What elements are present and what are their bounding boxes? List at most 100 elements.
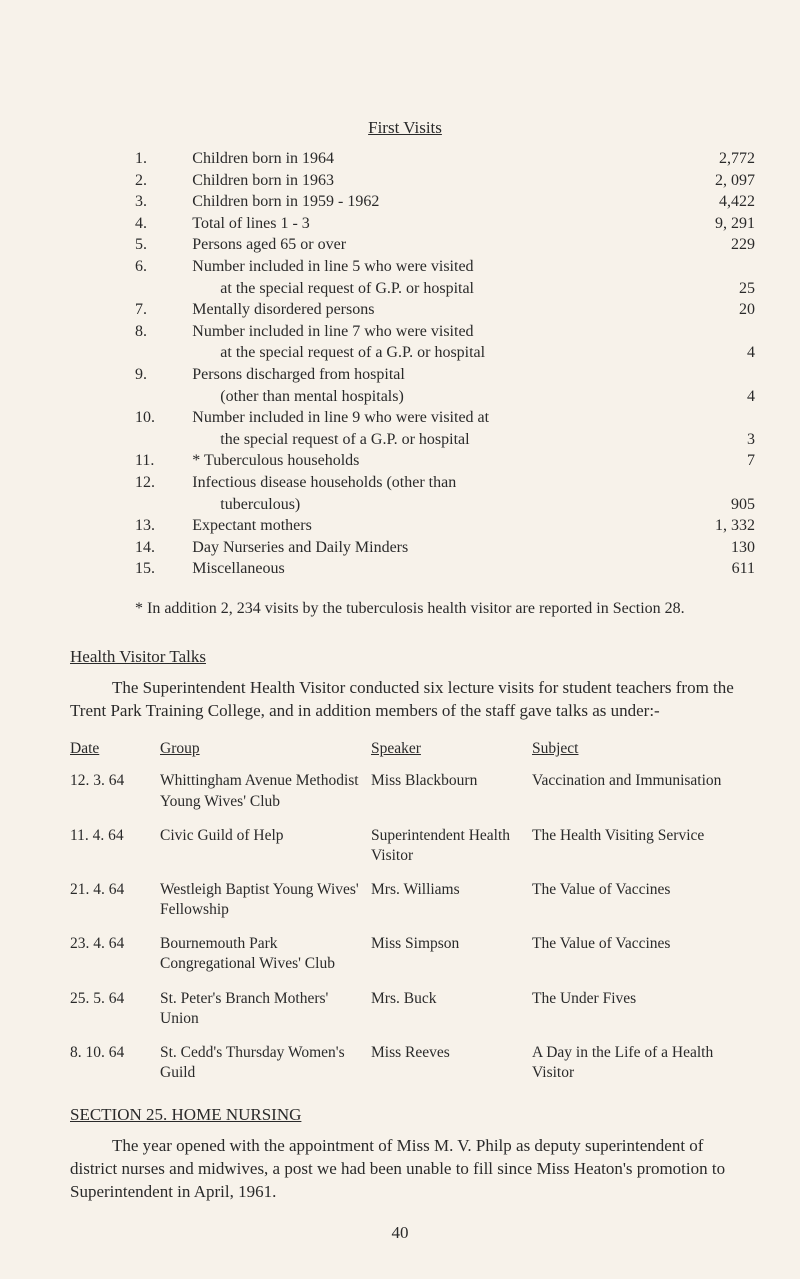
visits-row: 13.Expectant mothers1, 332 bbox=[135, 515, 755, 537]
visits-row-val: 4,422 bbox=[673, 191, 755, 213]
visits-row-desc: Infectious disease households (other tha… bbox=[192, 472, 673, 515]
talks-cell-group: Civic Guild of Help bbox=[160, 824, 371, 878]
visits-row: 1.Children born in 19642,772 bbox=[135, 148, 755, 170]
visits-row-desc: Expectant mothers bbox=[192, 515, 673, 537]
visits-row: 4.Total of lines 1 - 39, 291 bbox=[135, 213, 755, 235]
visits-row-num: 5. bbox=[135, 234, 192, 256]
talks-cell-subject: The Value of Vaccines bbox=[532, 878, 740, 932]
visits-row-num: 13. bbox=[135, 515, 192, 537]
visits-row: 9.Persons discharged from hospital(other… bbox=[135, 364, 755, 407]
section-25-heading: SECTION 25. HOME NURSING bbox=[70, 1105, 740, 1125]
talks-row: 21. 4. 64Westleigh Baptist Young Wives' … bbox=[70, 878, 740, 932]
visits-row-val: 130 bbox=[673, 537, 755, 559]
visits-row-val: 1, 332 bbox=[673, 515, 755, 537]
visits-row-desc: Children born in 1959 - 1962 bbox=[192, 191, 673, 213]
visits-row-desc: Day Nurseries and Daily Minders bbox=[192, 537, 673, 559]
talks-row: 12. 3. 64Whittingham Avenue Methodist Yo… bbox=[70, 769, 740, 823]
visits-row-num: 14. bbox=[135, 537, 192, 559]
visits-row-val: 3 bbox=[673, 407, 755, 450]
talks-cell-subject: The Health Visiting Service bbox=[532, 824, 740, 878]
visits-row-num: 8. bbox=[135, 321, 192, 364]
talks-cell-speaker: Miss Simpson bbox=[371, 932, 532, 986]
visits-row: 3.Children born in 1959 - 19624,422 bbox=[135, 191, 755, 213]
visits-row-val: 229 bbox=[673, 234, 755, 256]
visits-row: 5.Persons aged 65 or over229 bbox=[135, 234, 755, 256]
talks-cell-group: St. Peter's Branch Mothers' Union bbox=[160, 987, 371, 1041]
page-container: First Visits 1.Children born in 19642,77… bbox=[0, 0, 800, 1279]
visits-row: 7.Mentally disordered persons20 bbox=[135, 299, 755, 321]
visits-row-desc: Children born in 1963 bbox=[192, 170, 673, 192]
visits-row-val: 7 bbox=[673, 450, 755, 472]
visits-row-val: 4 bbox=[673, 321, 755, 364]
talks-row: 8. 10. 64St. Cedd's Thursday Women's Gui… bbox=[70, 1041, 740, 1095]
visits-row-val: 20 bbox=[673, 299, 755, 321]
visits-row: 2.Children born in 19632, 097 bbox=[135, 170, 755, 192]
visits-row-num: 9. bbox=[135, 364, 192, 407]
talks-table: Date Group Speaker Subject 12. 3. 64Whit… bbox=[70, 737, 740, 1095]
visits-row: 11.* Tuberculous households7 bbox=[135, 450, 755, 472]
visits-row-num: 2. bbox=[135, 170, 192, 192]
visits-row-num: 11. bbox=[135, 450, 192, 472]
visits-row-desc: Number included in line 5 who were visit… bbox=[192, 256, 673, 299]
visits-row-desc: Number included in line 9 who were visit… bbox=[192, 407, 673, 450]
visits-row-val: 9, 291 bbox=[673, 213, 755, 235]
visits-row-desc: * Tuberculous households bbox=[192, 450, 673, 472]
visits-row: 14.Day Nurseries and Daily Minders130 bbox=[135, 537, 755, 559]
talks-cell-date: 21. 4. 64 bbox=[70, 878, 160, 932]
visits-row-num: 10. bbox=[135, 407, 192, 450]
visits-row-num: 1. bbox=[135, 148, 192, 170]
talks-cell-date: 11. 4. 64 bbox=[70, 824, 160, 878]
visits-row-val: 2,772 bbox=[673, 148, 755, 170]
talks-cell-subject: A Day in the Life of a Health Visitor bbox=[532, 1041, 740, 1095]
visits-row-num: 12. bbox=[135, 472, 192, 515]
visits-row-num: 7. bbox=[135, 299, 192, 321]
visits-row-desc: Total of lines 1 - 3 bbox=[192, 213, 673, 235]
talks-row: 25. 5. 64St. Peter's Branch Mothers' Uni… bbox=[70, 987, 740, 1041]
talks-cell-speaker: Superintendent Health Visitor bbox=[371, 824, 532, 878]
visits-row-val: 2, 097 bbox=[673, 170, 755, 192]
visits-row-num: 15. bbox=[135, 558, 192, 580]
visits-row-desc: Persons discharged from hospital(other t… bbox=[192, 364, 673, 407]
visits-row-desc: Persons aged 65 or over bbox=[192, 234, 673, 256]
visits-row-num: 6. bbox=[135, 256, 192, 299]
talks-cell-date: 12. 3. 64 bbox=[70, 769, 160, 823]
visits-row-desc: Children born in 1964 bbox=[192, 148, 673, 170]
visits-row-num: 4. bbox=[135, 213, 192, 235]
visits-row-val: 25 bbox=[673, 256, 755, 299]
talks-cell-speaker: Miss Reeves bbox=[371, 1041, 532, 1095]
talks-cell-speaker: Mrs. Buck bbox=[371, 987, 532, 1041]
visits-row: 15.Miscellaneous611 bbox=[135, 558, 755, 580]
section-25-para: The year opened with the appointment of … bbox=[70, 1135, 740, 1204]
col-speaker: Speaker bbox=[371, 737, 532, 769]
talks-cell-subject: The Under Fives bbox=[532, 987, 740, 1041]
talks-cell-speaker: Mrs. Williams bbox=[371, 878, 532, 932]
page-number: 40 bbox=[0, 1223, 800, 1243]
talks-cell-group: Westleigh Baptist Young Wives' Fellowshi… bbox=[160, 878, 371, 932]
col-group: Group bbox=[160, 737, 371, 769]
visits-row-desc: Number included in line 7 who were visit… bbox=[192, 321, 673, 364]
first-visits-title: First Visits bbox=[70, 118, 740, 138]
visits-row-num: 3. bbox=[135, 191, 192, 213]
talks-intro: The Superintendent Health Visitor conduc… bbox=[70, 677, 740, 723]
talks-cell-speaker: Miss Blackbourn bbox=[371, 769, 532, 823]
visits-row: 8.Number included in line 7 who were vis… bbox=[135, 321, 755, 364]
talks-cell-group: Whittingham Avenue Methodist Young Wives… bbox=[160, 769, 371, 823]
talks-row: 23. 4. 64Bournemouth Park Congregational… bbox=[70, 932, 740, 986]
visits-row-val: 4 bbox=[673, 364, 755, 407]
visits-row: 10.Number included in line 9 who were vi… bbox=[135, 407, 755, 450]
talks-cell-subject: The Value of Vaccines bbox=[532, 932, 740, 986]
talks-row: 11. 4. 64Civic Guild of HelpSuperintende… bbox=[70, 824, 740, 878]
visits-row: 6.Number included in line 5 who were vis… bbox=[135, 256, 755, 299]
col-date: Date bbox=[70, 737, 160, 769]
first-visits-table: 1.Children born in 19642,7722.Children b… bbox=[135, 148, 755, 580]
talks-heading: Health Visitor Talks bbox=[70, 647, 740, 667]
talks-cell-subject: Vaccination and Immunisation bbox=[532, 769, 740, 823]
first-visits-footnote: * In addition 2, 234 visits by the tuber… bbox=[135, 598, 735, 620]
col-subject: Subject bbox=[532, 737, 740, 769]
visits-row-val: 905 bbox=[673, 472, 755, 515]
talks-cell-group: St. Cedd's Thursday Women's Guild bbox=[160, 1041, 371, 1095]
talks-cell-date: 8. 10. 64 bbox=[70, 1041, 160, 1095]
visits-row-desc: Miscellaneous bbox=[192, 558, 673, 580]
visits-row: 12.Infectious disease households (other … bbox=[135, 472, 755, 515]
talks-cell-date: 23. 4. 64 bbox=[70, 932, 160, 986]
